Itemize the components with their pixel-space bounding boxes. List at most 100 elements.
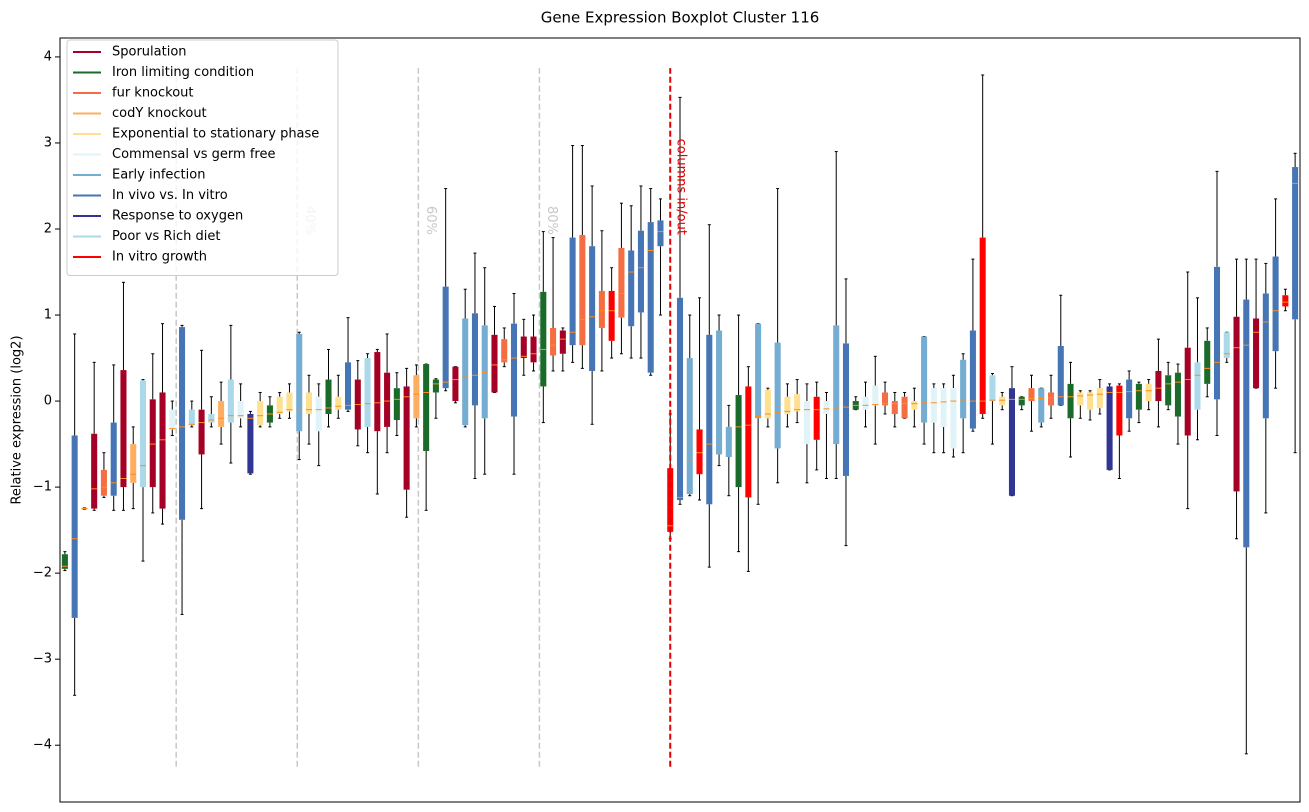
box	[960, 359, 967, 419]
box	[862, 396, 869, 410]
box	[999, 396, 1006, 406]
box	[940, 388, 947, 427]
box	[188, 409, 195, 426]
box	[823, 401, 830, 414]
box	[520, 336, 527, 359]
box	[335, 396, 342, 410]
box	[628, 250, 635, 327]
box	[882, 392, 889, 406]
box	[579, 235, 586, 346]
box	[1135, 383, 1142, 410]
box	[530, 336, 537, 363]
box	[950, 388, 957, 449]
box	[842, 343, 850, 476]
box	[374, 352, 381, 432]
box	[462, 318, 469, 426]
percent-label: 80%	[544, 206, 559, 235]
box	[1028, 388, 1035, 402]
y-tick-label: −2	[33, 566, 52, 581]
legend: Sporulation Iron limiting condition fur kn…	[66, 39, 339, 276]
box	[491, 334, 498, 393]
box	[1184, 347, 1191, 436]
box	[686, 358, 693, 494]
box	[1018, 396, 1025, 406]
split-label: columns in/out	[674, 139, 689, 235]
box	[1067, 383, 1074, 419]
box	[237, 401, 244, 419]
box	[716, 330, 723, 455]
legend-label: Exponential to stationary phase	[112, 127, 319, 142]
box	[61, 554, 68, 569]
box	[1008, 388, 1015, 496]
box	[501, 339, 508, 363]
box	[218, 401, 225, 427]
box	[1155, 370, 1162, 402]
box	[1194, 362, 1201, 410]
chart-title: Gene Expression Boxplot Cluster 116	[541, 9, 820, 27]
box	[755, 323, 762, 419]
box	[286, 392, 293, 412]
box	[442, 286, 449, 389]
box	[725, 426, 732, 457]
box	[432, 379, 439, 393]
box	[315, 396, 322, 432]
box	[1223, 332, 1230, 359]
y-tick-label: −4	[33, 738, 52, 753]
box	[735, 395, 742, 488]
legend-label: Iron limiting condition	[112, 65, 254, 80]
box	[911, 401, 918, 410]
box	[100, 469, 107, 496]
box	[676, 297, 684, 501]
box	[1253, 318, 1260, 389]
box	[989, 375, 996, 402]
legend-label: Early infection	[112, 168, 205, 183]
legend-label: Sporulation	[112, 45, 187, 60]
box	[1262, 293, 1269, 419]
box	[1282, 295, 1289, 307]
box	[647, 222, 654, 373]
box	[774, 342, 781, 449]
box	[159, 392, 166, 509]
box	[296, 333, 303, 432]
box	[452, 366, 459, 402]
box	[540, 291, 547, 387]
box	[872, 385, 879, 406]
box	[706, 334, 713, 505]
y-tick-label: 0	[44, 394, 52, 409]
box	[1233, 316, 1240, 492]
box	[91, 433, 98, 509]
box	[139, 380, 147, 488]
box	[813, 396, 820, 440]
box	[413, 375, 420, 419]
box	[227, 379, 234, 423]
legend-frame	[66, 39, 339, 276]
box	[550, 327, 557, 356]
box	[979, 237, 986, 414]
box	[637, 230, 644, 313]
percent-label: 60%	[423, 206, 438, 235]
box	[901, 396, 908, 419]
y-tick-label: 2	[44, 222, 52, 237]
box	[1126, 379, 1133, 419]
legend-label: fur knockout	[112, 86, 194, 101]
box	[745, 386, 752, 498]
box	[930, 388, 937, 423]
legend-label: In vivo vs. In vitro	[112, 188, 228, 203]
box	[120, 370, 127, 488]
box	[921, 336, 928, 423]
box	[764, 389, 771, 419]
box	[784, 396, 791, 414]
box	[130, 444, 137, 483]
box	[969, 330, 976, 429]
box	[1174, 372, 1181, 417]
box	[1087, 392, 1094, 410]
box	[1106, 386, 1113, 470]
box	[481, 325, 488, 419]
box	[149, 399, 156, 488]
box	[569, 237, 576, 346]
legend-label: Poor vs Rich diet	[112, 229, 220, 244]
box	[276, 396, 283, 414]
y-tick-label: −3	[33, 652, 52, 667]
y-tick-label: 4	[44, 49, 52, 64]
